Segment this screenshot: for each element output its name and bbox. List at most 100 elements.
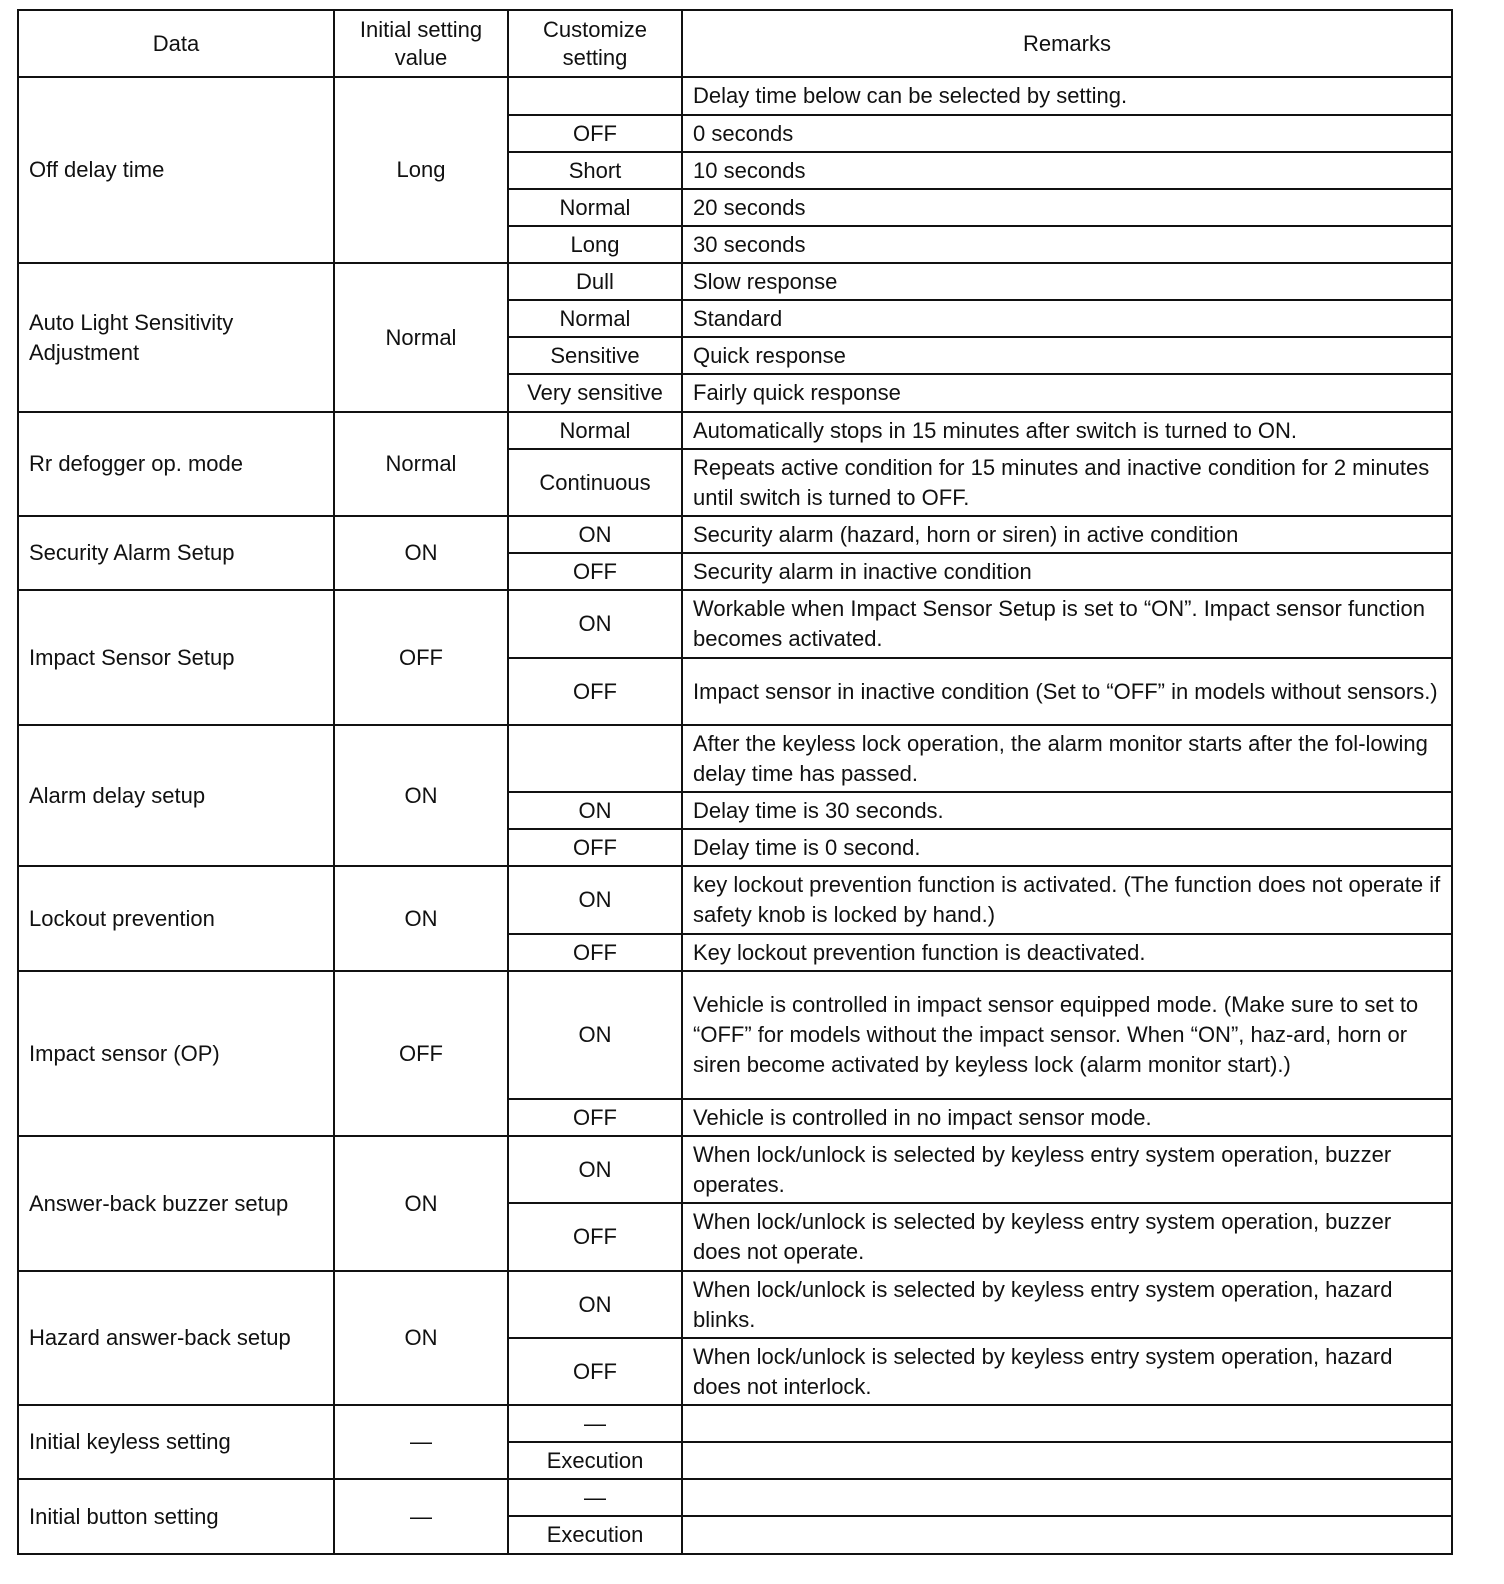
remarks-cell: Automatically stops in 15 minutes after … xyxy=(681,411,1453,450)
table-row: Sensitive Quick response xyxy=(18,336,1453,375)
table-row: OFF Vehicle is controlled in no impact se… xyxy=(18,1098,1453,1137)
initial-value-cell: Normal xyxy=(333,262,509,413)
remarks-cell xyxy=(681,1478,1453,1517)
customize-setting-cell: ON xyxy=(507,1270,683,1339)
initial-value-cell: ON xyxy=(333,1270,509,1406)
remarks-cell: Quick response xyxy=(681,336,1453,375)
remarks-cell: 30 seconds xyxy=(681,225,1453,264)
customize-setting-cell: Normal xyxy=(507,411,683,450)
remarks-cell: Security alarm (hazard, horn or siren) i… xyxy=(681,515,1453,554)
header-data: Data xyxy=(17,9,335,78)
customize-setting-cell: OFF xyxy=(507,1098,683,1137)
remarks-cell: Vehicle is controlled in impact sensor e… xyxy=(681,970,1453,1100)
data-cell: Off delay time xyxy=(17,76,335,264)
table-row: Impact Sensor Setup OFF ON Workable when Im… xyxy=(17,589,1453,726)
table-row: OFF Key lockout prevention function is de… xyxy=(18,933,1453,972)
remarks-cell: 0 seconds xyxy=(681,114,1453,153)
initial-value-cell: Normal xyxy=(333,411,509,517)
customize-setting-cell: OFF xyxy=(507,1202,683,1272)
remarks-cell: Vehicle is controlled in no impact senso… xyxy=(681,1098,1453,1137)
table-row: Very sensitive Fairly quick response xyxy=(18,373,1453,413)
table-row: OFF Impact sensor in inactive condition (… xyxy=(18,657,1453,726)
customize-setting-cell: Short xyxy=(507,151,683,190)
table-row: Rr defogger op. mode Normal Normal Automati… xyxy=(17,411,1453,517)
table-row: Continuous Repeats active condition for 1… xyxy=(18,448,1453,517)
header-remarks: Remarks xyxy=(681,9,1453,78)
table-row: OFF Delay time is 0 second. xyxy=(18,828,1453,867)
remarks-cell: When lock/unlock is selected by keyless … xyxy=(681,1337,1453,1406)
data-cell: Auto Light Sensitivity Adjustment xyxy=(17,262,335,413)
customize-setting-cell: Execution xyxy=(507,1515,683,1555)
customize-setting-cell: Dull xyxy=(507,262,683,301)
data-cell: Initial keyless setting xyxy=(17,1404,335,1480)
remarks-cell: Delay time is 0 second. xyxy=(681,828,1453,867)
table-row: Auto Light Sensitivity Adjustment Normal D… xyxy=(17,262,1453,413)
initial-value-cell: — xyxy=(333,1404,509,1480)
customize-setting-cell: Long xyxy=(507,225,683,264)
data-cell: Answer-back buzzer setup xyxy=(17,1135,335,1272)
table-row: Initial button setting — — xyxy=(17,1478,1453,1555)
data-cell: Hazard answer-back setup xyxy=(17,1270,335,1406)
customize-setting-cell: OFF xyxy=(507,552,683,591)
table-row: Answer-back buzzer setup ON ON When lock/un… xyxy=(17,1135,1453,1272)
initial-value-cell: ON xyxy=(333,724,509,867)
table-row: OFF Security alarm in inactive condition xyxy=(18,552,1453,591)
customize-setting-cell: ON xyxy=(507,589,683,659)
header-row: Data Initial setting value Customize set… xyxy=(17,9,1453,78)
table-row: Off delay time Long Delay time below can b… xyxy=(17,76,1453,264)
customize-setting-cell: — xyxy=(507,1404,683,1443)
remarks-cell xyxy=(681,1441,1453,1480)
initial-value-cell: ON xyxy=(333,1135,509,1272)
data-cell: Rr defogger op. mode xyxy=(17,411,335,517)
customize-setting-cell xyxy=(507,724,683,793)
table-row: Short 10 seconds xyxy=(18,151,1453,190)
remarks-cell: Key lockout prevention function is deact… xyxy=(681,933,1453,972)
remarks-cell: Delay time is 30 seconds. xyxy=(681,791,1453,830)
header-initial: Initial setting value xyxy=(333,9,509,78)
initial-value-cell: — xyxy=(333,1478,509,1555)
customize-setting-cell: ON xyxy=(507,865,683,935)
remarks-cell xyxy=(681,1515,1453,1555)
customize-setting-cell xyxy=(507,76,683,116)
table-row: Security Alarm Setup ON ON Security alarm (… xyxy=(17,515,1453,591)
customize-setting-cell: ON xyxy=(507,515,683,554)
customize-setting-cell: OFF xyxy=(507,933,683,972)
remarks-cell: Repeats active condition for 15 minutes … xyxy=(681,448,1453,517)
customize-setting-cell: Continuous xyxy=(507,448,683,517)
table-row: Normal 20 seconds xyxy=(18,188,1453,227)
header-customize: Customize setting xyxy=(507,9,683,78)
customize-setting-cell: ON xyxy=(507,791,683,830)
table-row: Lockout prevention ON ON key lockout preven… xyxy=(17,865,1453,972)
remarks-cell: Workable when Impact Sensor Setup is set… xyxy=(681,589,1453,659)
customize-setting-cell: Execution xyxy=(507,1441,683,1480)
remarks-cell: 20 seconds xyxy=(681,188,1453,227)
remarks-cell: Standard xyxy=(681,299,1453,338)
customize-setting-cell: ON xyxy=(507,1135,683,1204)
table-body: Off delay time Long Delay time below can b… xyxy=(17,76,1453,1555)
table-row: Alarm delay setup ON After the keyless loc… xyxy=(17,724,1453,867)
remarks-cell: After the keyless lock operation, the al… xyxy=(681,724,1453,793)
remarks-cell: Security alarm in inactive condition xyxy=(681,552,1453,591)
table-row: ON Delay time is 30 seconds. xyxy=(18,791,1453,830)
customize-setting-cell: OFF xyxy=(507,1337,683,1406)
remarks-cell: Slow response xyxy=(681,262,1453,301)
remarks-cell: Impact sensor in inactive condition (Set… xyxy=(681,657,1453,726)
customize-setting-cell: OFF xyxy=(507,657,683,726)
table-row: Initial keyless setting — — xyxy=(17,1404,1453,1480)
customize-setting-cell: Normal xyxy=(507,299,683,338)
initial-value-cell: OFF xyxy=(333,589,509,726)
table-row: OFF 0 seconds xyxy=(18,114,1453,153)
data-cell: Security Alarm Setup xyxy=(17,515,335,591)
customize-setting-cell: Normal xyxy=(507,188,683,227)
data-cell: Initial button setting xyxy=(17,1478,335,1555)
data-cell: Alarm delay setup xyxy=(17,724,335,867)
table-row: Long 30 seconds xyxy=(18,225,1453,264)
initial-value-cell: OFF xyxy=(333,970,509,1137)
remarks-cell: When lock/unlock is selected by keyless … xyxy=(681,1270,1453,1339)
initial-value-cell: ON xyxy=(333,865,509,972)
table-row: Hazard answer-back setup ON ON When lock/un… xyxy=(17,1270,1453,1406)
customize-setting-cell: OFF xyxy=(507,828,683,867)
customize-setting-cell: OFF xyxy=(507,114,683,153)
table-row: OFF When lock/unlock is selected by keyle… xyxy=(18,1202,1453,1272)
remarks-cell: When lock/unlock is selected by keyless … xyxy=(681,1202,1453,1272)
